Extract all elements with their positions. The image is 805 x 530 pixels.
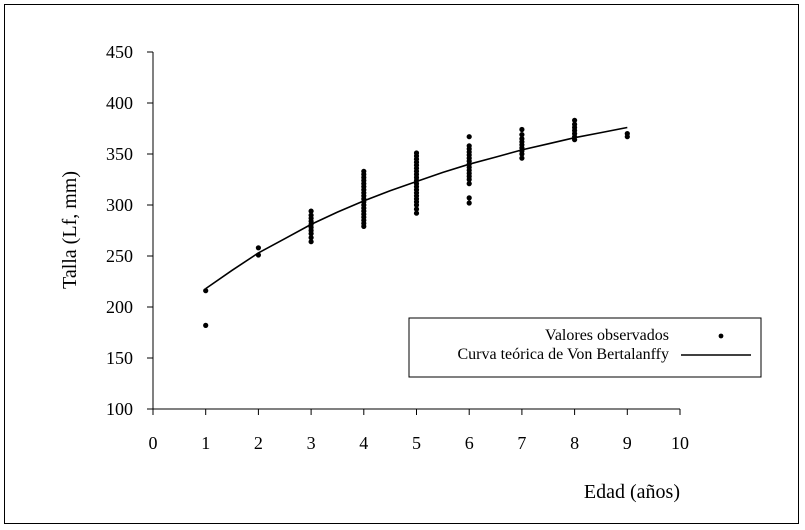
y-axis-label: Talla (Lf, mm)	[59, 171, 81, 289]
observed-point	[466, 134, 472, 140]
legend-box	[408, 317, 762, 378]
y-tick-label: 250	[106, 246, 133, 266]
x-axis-label: Edad (años)	[584, 481, 680, 503]
y-tick-label: 400	[106, 93, 133, 113]
observed-point	[466, 200, 472, 206]
observed-point	[308, 235, 314, 241]
x-tick-label: 6	[465, 433, 474, 453]
observed-points	[203, 117, 630, 328]
x-tick-label: 5	[412, 433, 421, 453]
x-ticks: 0 1 2 3 4 5 6 7 8 9 10	[149, 409, 689, 453]
x-tick-label: 0	[149, 433, 158, 453]
observed-point	[572, 137, 578, 143]
y-tick-label: 200	[106, 297, 133, 317]
observed-point	[466, 176, 472, 183]
observed-point	[519, 151, 525, 157]
observed-point	[255, 252, 261, 258]
chart-frame	[4, 4, 799, 524]
observed-point	[466, 195, 472, 201]
x-tick-label: 4	[359, 433, 368, 453]
x-tick-label: 3	[307, 433, 316, 453]
y-tick-label: 100	[106, 399, 133, 419]
legend-marker-observed	[718, 333, 724, 339]
axes: 0 1 2 3 4 5 6 7 8 9 10 100 150 200 250 300 350 400 450	[106, 42, 689, 453]
x-tick-label: 10	[671, 433, 689, 453]
observed-point	[519, 155, 525, 161]
observed-point	[203, 288, 209, 294]
y-ticks: 100 150 200 250 300 350 400 450	[106, 42, 153, 419]
x-tick-label: 2	[254, 433, 263, 453]
observed-point	[308, 231, 314, 237]
x-tick-label: 7	[517, 433, 526, 453]
observed-point	[308, 239, 314, 245]
observed-point	[413, 206, 420, 212]
observed-point	[519, 126, 525, 133]
legend-label-curve: Curva teórica de Von Bertalanffy	[458, 346, 670, 363]
x-tick-label: 1	[201, 433, 210, 453]
y-tick-label: 150	[106, 348, 133, 368]
legend: Valores observados Curva teórica de Von …	[408, 317, 762, 378]
x-tick-label: 9	[623, 433, 632, 453]
observed-point	[361, 223, 367, 229]
observed-point	[413, 202, 420, 208]
observed-point	[203, 322, 209, 328]
y-tick-label: 350	[106, 144, 133, 164]
observed-point	[466, 181, 472, 187]
observed-point	[413, 210, 420, 216]
observed-point	[572, 117, 578, 123]
x-tick-label: 8	[570, 433, 579, 453]
plot-area	[203, 117, 630, 328]
observed-point	[519, 132, 525, 138]
observed-point	[308, 208, 314, 214]
legend-label-observed: Valores observados	[545, 327, 669, 344]
y-tick-label: 300	[106, 195, 133, 215]
observed-point	[255, 245, 261, 251]
observed-point	[624, 134, 630, 140]
y-tick-label: 450	[106, 42, 133, 62]
